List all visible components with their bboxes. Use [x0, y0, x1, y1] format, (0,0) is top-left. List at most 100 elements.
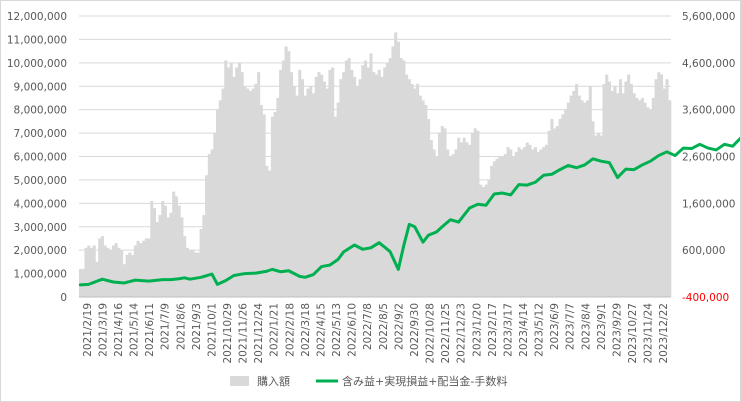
bar	[484, 184, 488, 297]
bar	[95, 261, 99, 298]
bar	[369, 53, 373, 297]
bar	[501, 156, 505, 297]
bar	[490, 165, 494, 297]
bar	[100, 236, 104, 297]
bar	[586, 100, 590, 297]
bar	[295, 95, 299, 298]
bar	[470, 133, 474, 297]
bar	[523, 147, 527, 297]
bar	[273, 112, 277, 297]
x-tick-label: 2021/5/14	[129, 303, 141, 357]
bar	[492, 161, 496, 297]
bar	[202, 215, 206, 297]
x-tick-label: 2023/9/1	[596, 303, 608, 350]
bar	[407, 79, 411, 297]
bar	[476, 130, 480, 297]
bar	[262, 114, 266, 297]
left-tick-label: 10,000,000	[7, 58, 67, 70]
bar	[185, 247, 189, 297]
bar	[539, 149, 543, 297]
bar	[383, 67, 387, 298]
x-tick-label: 2022/4/15	[316, 303, 328, 357]
bar	[547, 130, 551, 297]
x-tick-label: 2021/2/19	[82, 303, 94, 357]
bar	[660, 74, 664, 297]
bar	[440, 126, 444, 297]
bar	[377, 69, 381, 297]
bar	[199, 229, 203, 297]
bar	[583, 102, 587, 297]
right-tick-label: 3,600,000	[682, 105, 735, 117]
bar	[257, 72, 261, 297]
bar	[336, 102, 340, 297]
bar	[328, 69, 332, 297]
bar	[599, 135, 603, 297]
bar	[213, 133, 217, 297]
left-tick-label: 9,000,000	[14, 81, 67, 93]
bar	[177, 205, 181, 297]
bar	[580, 100, 584, 297]
bar	[558, 119, 562, 297]
line-series-profit	[78, 136, 740, 287]
left-tick-label: 2,000,000	[14, 245, 67, 257]
bar	[372, 72, 376, 297]
right-tick-label: -400,000	[682, 292, 729, 304]
bar	[506, 147, 510, 297]
bar	[649, 109, 653, 297]
bar	[205, 175, 209, 297]
bar	[248, 90, 252, 298]
bar	[358, 79, 362, 297]
bar	[364, 60, 368, 297]
bar	[668, 100, 672, 297]
legend: 購入額 含み益+実現損益+配当金-手数料	[230, 374, 507, 388]
left-tick-label: 4,000,000	[14, 198, 67, 210]
bar	[405, 74, 409, 297]
bar	[180, 217, 184, 297]
bar	[344, 60, 348, 297]
x-tick-label: 2022/5/13	[331, 303, 343, 357]
bar-series-purchase-amount	[79, 32, 672, 298]
bar	[216, 109, 220, 297]
bar	[317, 72, 321, 297]
bar	[279, 69, 283, 297]
bar	[290, 72, 294, 297]
legend-label-bar: 購入額	[257, 374, 290, 388]
bar	[361, 65, 365, 298]
x-tick-label: 2023/8/4	[580, 303, 592, 350]
bar	[128, 252, 132, 297]
x-tick-label: 2022/6/10	[347, 303, 359, 357]
x-tick-label: 2022/7/8	[362, 303, 374, 350]
bar	[454, 149, 458, 297]
bar	[229, 62, 233, 297]
bar	[153, 208, 157, 297]
bar	[133, 245, 137, 297]
bar	[174, 196, 178, 297]
bar	[353, 76, 357, 297]
bar	[87, 245, 91, 297]
x-tick-label: 2022/3/18	[300, 303, 312, 357]
bar	[597, 133, 601, 297]
bar	[525, 142, 529, 297]
bar	[309, 86, 313, 297]
bar	[503, 154, 507, 297]
bar	[531, 149, 535, 297]
bar	[98, 238, 102, 297]
left-tick-label: 8,000,000	[14, 105, 67, 117]
bar	[396, 41, 400, 298]
bar	[479, 184, 483, 297]
bar	[298, 69, 302, 297]
bar	[594, 135, 598, 297]
x-tick-label: 2022/10/28	[425, 303, 437, 364]
bar	[243, 86, 247, 297]
bar	[106, 247, 110, 297]
bar	[122, 264, 126, 297]
bar	[487, 179, 491, 297]
bar	[265, 165, 269, 297]
legend-swatch-bar	[230, 376, 249, 386]
bar	[131, 254, 135, 297]
bar	[150, 200, 154, 297]
bar	[191, 250, 195, 297]
bar	[416, 83, 420, 297]
bar	[429, 140, 433, 297]
bar	[136, 240, 140, 297]
